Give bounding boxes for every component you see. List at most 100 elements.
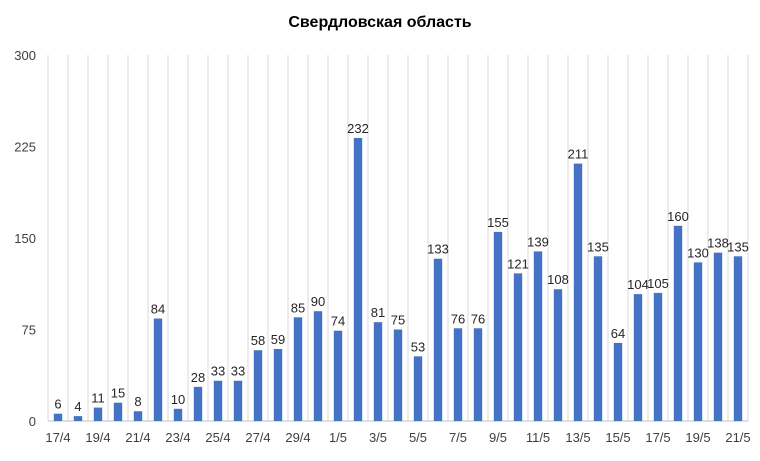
bar <box>593 256 603 421</box>
data-label: 53 <box>411 339 425 354</box>
data-label: 15 <box>111 386 125 401</box>
chart-title: Свердловская область <box>288 14 472 31</box>
y-tick-label: 225 <box>14 140 36 155</box>
y-tick-label: 300 <box>14 48 36 63</box>
bar <box>493 231 503 421</box>
x-tick-label: 21/5 <box>725 430 750 445</box>
bar <box>293 317 303 421</box>
bar <box>73 416 83 421</box>
y-axis-ticks: 0 75 150 225 300 <box>14 48 36 429</box>
data-label: 135 <box>727 239 749 254</box>
bar <box>213 380 223 421</box>
bar <box>393 329 403 421</box>
data-label: 76 <box>471 311 485 326</box>
data-label: 138 <box>707 236 729 251</box>
data-label: 76 <box>451 311 465 326</box>
bar <box>613 342 623 421</box>
x-tick-label: 29/4 <box>285 430 310 445</box>
grid-lines <box>47 55 749 422</box>
bar <box>673 225 683 421</box>
bar <box>413 356 423 421</box>
x-tick-label: 7/5 <box>449 430 467 445</box>
y-tick-label: 150 <box>14 231 36 246</box>
bar <box>713 252 723 421</box>
bar <box>573 163 583 421</box>
data-label: 10 <box>171 392 185 407</box>
data-label: 6 <box>54 397 61 412</box>
data-label: 8 <box>134 394 141 409</box>
bar <box>173 408 183 421</box>
data-label: 135 <box>587 239 609 254</box>
x-tick-label: 5/5 <box>409 430 427 445</box>
x-tick-label: 25/4 <box>205 430 230 445</box>
x-tick-label: 21/4 <box>125 430 150 445</box>
y-tick-label: 75 <box>22 323 36 338</box>
data-label: 28 <box>191 370 205 385</box>
bar <box>333 330 343 421</box>
x-tick-label: 19/4 <box>85 430 110 445</box>
data-label: 11 <box>91 391 105 406</box>
x-tick-label: 17/5 <box>645 430 670 445</box>
y-tick-label: 0 <box>29 414 36 429</box>
x-tick-label: 17/4 <box>45 430 70 445</box>
bar <box>113 402 123 421</box>
data-label: 75 <box>391 313 405 328</box>
bar <box>513 273 523 421</box>
data-label: 58 <box>251 333 265 348</box>
data-label: 84 <box>151 302 165 317</box>
x-tick-label: 3/5 <box>369 430 387 445</box>
x-tick-label: 11/5 <box>526 430 550 445</box>
bar <box>153 318 163 421</box>
data-label: 232 <box>347 121 369 136</box>
bar <box>233 380 243 421</box>
bar <box>733 256 743 421</box>
bar <box>533 251 543 421</box>
bar <box>693 262 703 421</box>
data-label: 4 <box>74 399 81 414</box>
x-tick-label: 27/4 <box>245 430 270 445</box>
bar <box>373 322 383 421</box>
data-label: 64 <box>611 326 625 341</box>
bar <box>473 328 483 421</box>
data-label: 211 <box>568 147 589 162</box>
bar <box>193 386 203 421</box>
bar <box>93 407 103 421</box>
bar <box>353 137 363 421</box>
bar <box>133 411 143 421</box>
bar <box>433 258 443 421</box>
bar <box>553 289 563 421</box>
x-tick-label: 13/5 <box>565 430 590 445</box>
bar <box>653 292 663 421</box>
x-tick-label: 23/4 <box>165 430 190 445</box>
x-tick-label: 1/5 <box>329 430 347 445</box>
bars <box>53 137 743 421</box>
data-label: 104 <box>627 277 649 292</box>
data-label: 160 <box>667 209 689 224</box>
bar <box>53 413 63 421</box>
bar <box>633 294 643 421</box>
bar <box>453 328 463 421</box>
bar <box>253 350 263 421</box>
data-label: 105 <box>647 276 669 291</box>
x-tick-label: 15/5 <box>605 430 630 445</box>
data-label: 85 <box>291 300 305 315</box>
x-axis-ticks: 17/4 19/4 21/4 23/4 25/4 27/4 29/4 1/5 3/5 5/5 7/5… <box>45 430 750 445</box>
data-label: 121 <box>507 256 529 271</box>
data-label: 139 <box>527 234 549 249</box>
data-label: 81 <box>371 305 385 320</box>
x-tick-label: 19/5 <box>685 430 710 445</box>
data-label: 155 <box>487 215 509 230</box>
bar <box>313 311 323 421</box>
data-label: 130 <box>687 245 709 260</box>
x-tick-label: 9/5 <box>489 430 507 445</box>
data-label: 108 <box>547 272 569 287</box>
data-label: 33 <box>211 364 225 379</box>
data-label: 133 <box>427 242 449 257</box>
data-label: 74 <box>331 314 345 329</box>
data-label: 59 <box>271 332 285 347</box>
bar <box>273 349 283 421</box>
data-label: 33 <box>231 364 245 379</box>
